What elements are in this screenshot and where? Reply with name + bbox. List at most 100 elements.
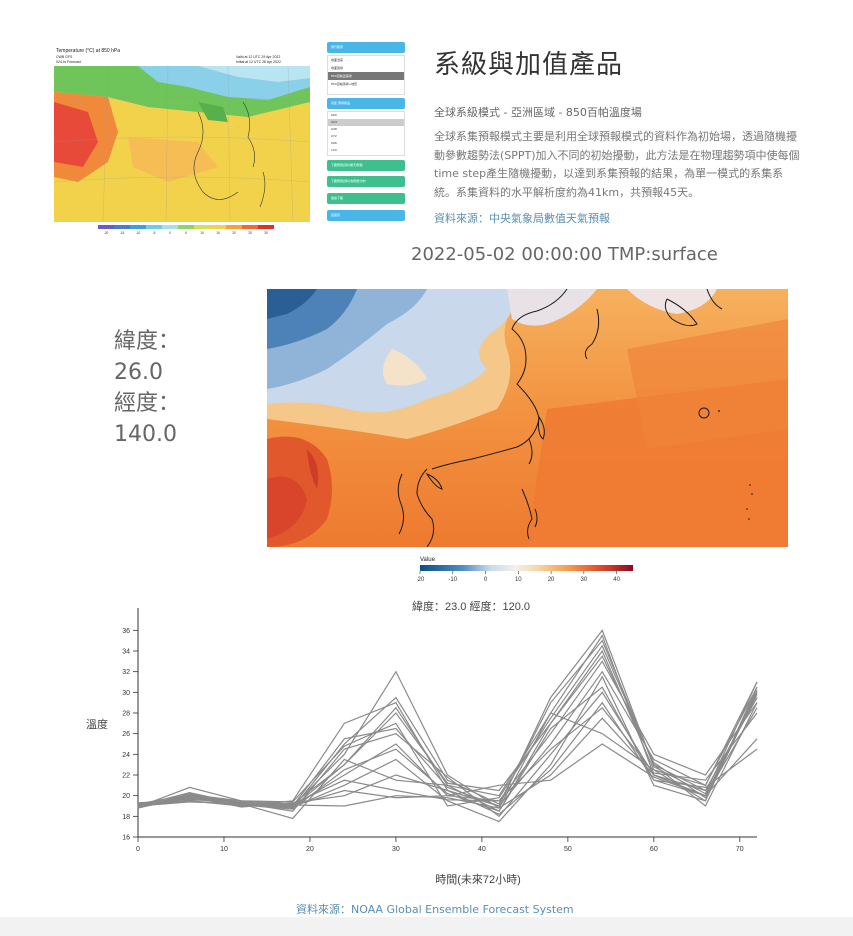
colorbar-tick-label: -10 — [448, 577, 457, 583]
chart-y-tick-label: 26 — [122, 731, 130, 738]
preview-scale-tick: -10 — [136, 231, 141, 235]
chart-y-tick-label: 36 — [122, 628, 130, 635]
preview-scale-swatch — [162, 225, 178, 229]
source-link-noaa[interactable]: 資料來源：NOAA Global Ensemble Forecast Syste… — [296, 903, 574, 916]
longitude-value: 140.0 — [114, 422, 177, 447]
svg-text:Valid at 12 UTC 29 Apr 2022: Valid at 12 UTC 29 Apr 2022 — [236, 55, 280, 59]
preview-scale-tick: 20 — [232, 231, 236, 235]
preview-side-panel: 預行都東 地面溫度 地面風場 850百帕溫度場 850百帕風場+地形 系集 預報產品 … — [324, 42, 409, 236]
preview-scale-swatch — [210, 225, 226, 229]
panel-hour-item[interactable]: 000 — [331, 113, 337, 117]
ensemble-member-line — [137, 697, 758, 809]
colorbar-tick-label: 20 — [548, 577, 555, 583]
panel-download-button[interactable]: 下載預報資料(無天雨量) — [327, 160, 405, 171]
preview-title: Temperature (°C) at 850 hPa — [56, 48, 120, 54]
ensemble-member-line — [137, 655, 758, 808]
source-link-cwb[interactable]: 資料來源：中央氣象局數值天氣預報 — [434, 212, 610, 225]
ensemble-line-chart: 緯度：23.0 經度：120.0 溫度 時間(未來72小時) 16 18 20 22 2… — [86, 599, 758, 886]
colorbar-tick-label: 0 — [484, 577, 488, 583]
chart-y-tick-label: 32 — [122, 669, 130, 676]
preview-scale-tick: 15 — [216, 231, 220, 235]
panel-play-button[interactable]: 播放下載 — [327, 193, 405, 204]
chart-x-tick-label: 50 — [564, 846, 572, 853]
chart-title: 緯度：23.0 經度：120.0 — [412, 599, 530, 613]
panel-hour-item[interactable]: 048 — [331, 127, 337, 131]
preview-scale-swatch — [178, 225, 194, 229]
ensemble-member-line — [137, 629, 758, 808]
preview-scale-swatch — [226, 225, 242, 229]
chart-x-tick-label: 10 — [220, 846, 228, 853]
preview-temperature-map: Temperature (°C) at 850 hPa CWB GFS 024-… — [48, 42, 324, 236]
chart-y-tick-label: 30 — [122, 690, 130, 697]
preview-scale-tick: -20 — [104, 231, 109, 235]
forecast-preview-image[interactable]: Temperature (°C) at 850 hPa CWB GFS 024 -… — [48, 42, 409, 236]
preview-scale-swatch — [98, 225, 114, 229]
preview-scale-swatch — [130, 225, 146, 229]
preview-scale-tick: 25 — [248, 231, 252, 235]
colorbar-gradient — [420, 565, 633, 571]
panel-hour-item[interactable]: 024 — [328, 119, 404, 126]
chart-x-tick-label: 60 — [650, 846, 658, 853]
product-subtitle: 全球系級模式 - 亞洲區域 - 850百帕溫度場 — [434, 106, 642, 119]
chart-y-tick-label: 34 — [122, 649, 130, 656]
ensemble-member-line — [137, 694, 758, 809]
latitude-label: 緯度： — [114, 329, 181, 354]
temperature-map[interactable] — [267, 289, 788, 547]
svg-text:CWB GFS: CWB GFS — [56, 55, 73, 59]
preview-scale-swatch — [258, 225, 274, 229]
panel-header-forecast[interactable]: 預行都東 — [327, 42, 405, 53]
panel-list-products: 地面溫度地面風場 850百帕溫度場 850百帕風場+地形 — [327, 55, 405, 95]
ensemble-member-line — [137, 660, 758, 809]
colorbar-label: Value — [420, 557, 436, 563]
panel-product-item[interactable]: 地面風場 — [331, 66, 344, 70]
colorbar-tick-label: 40 — [613, 577, 620, 583]
chart-x-tick-label: 20 — [306, 846, 314, 853]
footer-bar — [0, 917, 853, 936]
coordinate-readout: 緯度： 26.0 經度： 140.0 — [114, 326, 180, 450]
panel-product-item[interactable]: 850百帕風場+地形 — [331, 82, 358, 86]
panel-product-item[interactable]: 850百帕溫度場 — [328, 72, 404, 80]
colorbar-tick-label: 30 — [581, 577, 588, 583]
panel-product-item[interactable]: 地面溫度 — [331, 58, 344, 62]
chart-x-tick-label: 40 — [478, 846, 486, 853]
map-title: 2022-05-02 00:00:00 TMP:surface — [411, 244, 718, 265]
preview-scale-tick: -15 — [120, 231, 125, 235]
chart-y-tick-label: 22 — [122, 773, 130, 780]
chart-y-tick-label: 18 — [122, 814, 130, 821]
panel-hour-item[interactable]: 072 — [331, 134, 337, 138]
preview-scale-swatch — [242, 225, 258, 229]
page-title: 系級與加值產品 — [434, 50, 624, 80]
preview-scale-tick: -5 — [153, 231, 156, 235]
ensemble-member-line — [137, 706, 758, 806]
colorbar-tick-label: -20 — [417, 577, 425, 583]
chart-y-tick-label: 16 — [122, 835, 130, 842]
product-description: 全球系集預報模式主要是利用全球預報模式的資料作為初始場，透過隨機擾動參數趨勢法(… — [434, 130, 800, 199]
preview-scale-tick: 30 — [264, 231, 268, 235]
chart-ylabel: 溫度 — [86, 717, 108, 731]
preview-scale-tick: 0 — [169, 231, 171, 235]
panel-list-hours: 000 024 048 072 096 120 — [327, 111, 405, 156]
panel-hour-item[interactable]: 096 — [331, 141, 337, 145]
preview-scale-tick: 10 — [200, 231, 204, 235]
panel-home-button[interactable]: 回首頁 — [327, 210, 405, 221]
preview-scale-tick: 5 — [185, 231, 187, 235]
chart-x-tick-label: 30 — [392, 846, 400, 853]
preview-scale-swatch — [114, 225, 130, 229]
preview-scale-swatch — [194, 225, 210, 229]
ensemble-member-line — [137, 686, 758, 812]
svg-text:Initial at 12 UTC 28 Apr 2022: Initial at 12 UTC 28 Apr 2022 — [236, 60, 281, 64]
chart-x-tick-label: 70 — [736, 846, 744, 853]
ensemble-member-line — [137, 644, 758, 807]
chart-y-tick-label: 24 — [122, 752, 130, 759]
longitude-label: 經度： — [114, 391, 181, 416]
chart-x-tick-label: 0 — [136, 846, 140, 853]
panel-hour-item[interactable]: 120 — [331, 148, 337, 152]
panel-header-ensemble[interactable]: 系集 預報產品 — [327, 98, 405, 109]
chart-y-tick-label: 28 — [122, 711, 130, 718]
map-colorbar: Value -20 -10 0 10 20 30 40 — [417, 557, 633, 583]
preview-scale-swatch — [146, 225, 162, 229]
colorbar-tick-label: 10 — [515, 577, 522, 583]
chart-xlabel: 時間(未來72小時) — [435, 873, 521, 886]
latitude-value: 26.0 — [114, 360, 163, 385]
panel-download-rain-button[interactable]: 下載預報資料(含雨量分布) — [327, 176, 405, 187]
